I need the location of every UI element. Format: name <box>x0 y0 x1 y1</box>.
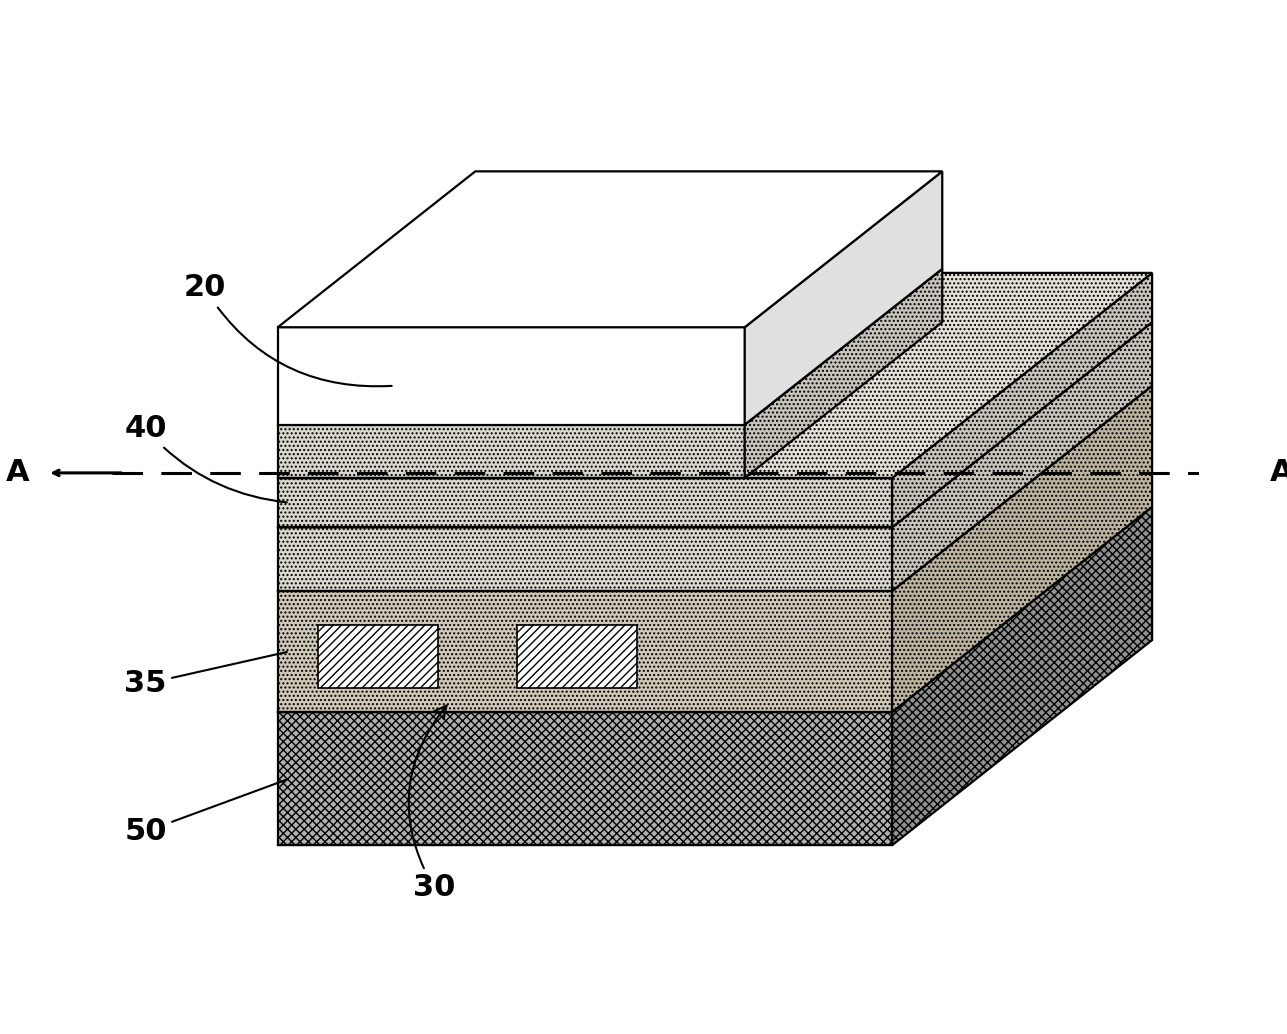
Polygon shape <box>278 711 892 845</box>
Text: 35: 35 <box>124 652 287 698</box>
Polygon shape <box>892 386 1152 711</box>
Polygon shape <box>318 625 438 688</box>
Polygon shape <box>745 269 942 478</box>
Polygon shape <box>278 507 1152 711</box>
Polygon shape <box>278 386 1152 590</box>
Polygon shape <box>278 590 892 711</box>
Polygon shape <box>278 323 1152 527</box>
Text: 20: 20 <box>183 273 391 387</box>
Text: 30: 30 <box>409 705 456 903</box>
Polygon shape <box>278 425 745 478</box>
Text: 50: 50 <box>124 780 287 846</box>
Polygon shape <box>892 507 1152 845</box>
Polygon shape <box>278 273 1152 478</box>
Text: A: A <box>1270 458 1287 487</box>
Polygon shape <box>892 323 1152 590</box>
Polygon shape <box>745 172 942 425</box>
Polygon shape <box>278 527 892 590</box>
Polygon shape <box>278 327 745 425</box>
Text: A: A <box>6 458 30 487</box>
Text: 40: 40 <box>124 414 287 503</box>
Polygon shape <box>278 172 942 327</box>
Polygon shape <box>278 269 942 425</box>
Polygon shape <box>517 625 637 688</box>
Polygon shape <box>278 478 892 527</box>
Polygon shape <box>892 273 1152 527</box>
